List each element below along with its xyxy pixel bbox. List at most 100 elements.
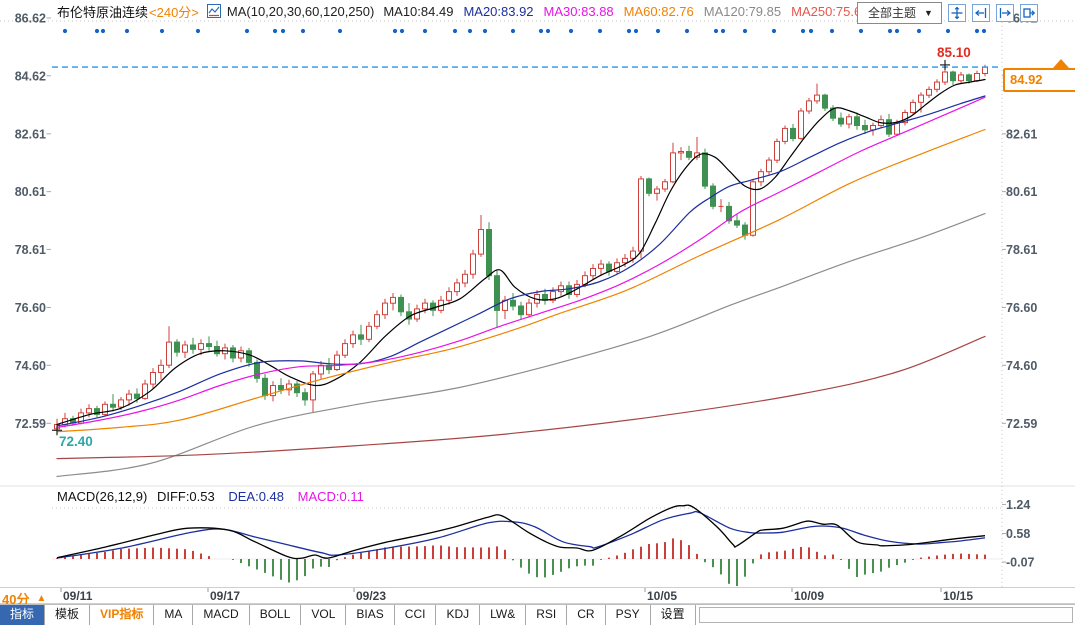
high-price-label: 85.10 xyxy=(937,45,971,60)
candle-body xyxy=(814,94,820,102)
candle-body xyxy=(974,73,980,82)
candle-body xyxy=(294,383,300,394)
candle-body xyxy=(854,116,860,127)
candle-body xyxy=(806,100,812,112)
candle-body xyxy=(366,325,372,340)
ma-value: MA120:79.85 xyxy=(703,3,782,19)
session-dot xyxy=(422,28,428,34)
period-up-icon: ▲ xyxy=(36,593,47,604)
tab-LW&[interactable]: LW& xyxy=(480,605,527,625)
candle-body xyxy=(838,117,844,125)
ma-value: MA250:75.6 xyxy=(791,3,862,19)
y-axis-label: 80.61 xyxy=(1006,185,1037,199)
kline-type-icon[interactable] xyxy=(206,4,221,18)
session-dot xyxy=(808,28,814,34)
up-triangle-icon xyxy=(1053,59,1069,68)
candle-body xyxy=(750,181,756,236)
ma-values-list: MA10:84.49 MA20:83.92 MA30:83.88 MA60:82.76… xyxy=(383,4,871,19)
toolbar-tabs: 指标 模板 VIP指标 MA MACD BOLL VOL BIAS CCI KDJ LW& RSI CR… xyxy=(0,605,696,625)
ma-line-MA20 xyxy=(56,95,986,427)
candle-body xyxy=(846,116,852,125)
header-bar: 布伦特原油连续 <240分> MA(10,20,30,60,120,250) M… xyxy=(57,2,871,20)
candle-body xyxy=(950,71,956,82)
candle-body xyxy=(550,291,556,301)
tab-CCI[interactable]: CCI xyxy=(395,605,437,625)
tab-指标[interactable]: 指标 xyxy=(0,605,46,625)
tab-MACD[interactable]: MACD xyxy=(193,605,250,625)
session-dot xyxy=(195,28,201,34)
dea-line xyxy=(56,510,986,559)
candle-body xyxy=(214,346,220,355)
candle-body xyxy=(782,127,788,142)
x-axis-label: 09/17 xyxy=(210,589,240,603)
chevron-down-icon: ▼ xyxy=(924,7,933,18)
shift-right-icon[interactable] xyxy=(1019,4,1038,22)
tab-设置[interactable]: 设置 xyxy=(651,605,696,625)
pan-crosshair-icon[interactable] xyxy=(947,4,966,22)
candle-body xyxy=(310,373,316,401)
theme-selector-label: 全部主题 xyxy=(868,6,917,20)
compress-left-icon[interactable] xyxy=(971,4,990,22)
dea-value: DEA:0.48 xyxy=(228,489,285,504)
candle-body xyxy=(942,71,948,83)
tab-VOL[interactable]: VOL xyxy=(301,605,347,625)
tab-BOLL[interactable]: BOLL xyxy=(250,605,302,625)
tab-VIP指标[interactable]: VIP指标 xyxy=(90,605,155,625)
y-axis-label: 82.61 xyxy=(1006,127,1037,141)
session-dot xyxy=(858,28,864,34)
session-dot xyxy=(887,28,893,34)
candle-body xyxy=(630,250,636,259)
theme-selector[interactable]: 全部主题 ▼ xyxy=(857,2,942,24)
y-axis-label: 72.59 xyxy=(1006,417,1037,431)
ma-value: MA60:82.76 xyxy=(623,3,694,19)
session-dot xyxy=(280,28,286,34)
candle-body xyxy=(678,151,684,154)
candle-body xyxy=(734,220,740,226)
candle-body xyxy=(654,188,660,194)
indicator-toolbar: 指标 模板 VIP指标 MA MACD BOLL VOL BIAS CCI KDJ LW& RSI CR… xyxy=(0,604,1075,625)
tab-模板[interactable]: 模板 xyxy=(45,605,91,625)
session-dot xyxy=(337,28,343,34)
session-dot xyxy=(945,28,951,34)
ma-line-MA30 xyxy=(56,96,986,428)
period-label[interactable]: 40分 ▲ xyxy=(2,589,46,608)
ma-value: MA10:84.49 xyxy=(383,3,454,19)
tab-BIAS[interactable]: BIAS xyxy=(346,605,395,625)
candle-body xyxy=(822,94,828,109)
session-dot xyxy=(399,28,405,34)
tab-MA[interactable]: MA xyxy=(154,605,194,625)
candle-body xyxy=(494,275,500,311)
macd-params-label: MACD(26,12,9) xyxy=(57,489,148,504)
macd-axis-label: -0.07 xyxy=(1006,556,1035,570)
candle-body xyxy=(646,178,652,194)
candle-body xyxy=(86,408,92,414)
candle-body xyxy=(190,344,196,350)
tab-KDJ[interactable]: KDJ xyxy=(436,605,481,625)
topbar-controls: 全部主题 ▼ xyxy=(857,2,1038,24)
macd-axis-label: 1.24 xyxy=(1006,498,1030,512)
candle-body xyxy=(926,88,932,96)
candle-body xyxy=(774,140,780,161)
session-dot xyxy=(482,28,488,34)
candle-body xyxy=(670,152,676,183)
candle-body xyxy=(470,253,476,275)
session-dot xyxy=(452,28,458,34)
chart-title: 布伦特原油连续 xyxy=(57,4,149,20)
candle-body xyxy=(686,151,692,158)
candle-body xyxy=(566,285,572,295)
macd-axis-label: 0.58 xyxy=(1006,527,1030,541)
tab-CR[interactable]: CR xyxy=(567,605,606,625)
x-axis-label: 10/05 xyxy=(647,589,677,603)
tab-PSY[interactable]: PSY xyxy=(606,605,651,625)
tab-RSI[interactable]: RSI xyxy=(526,605,568,625)
y-axis-label: 76.60 xyxy=(15,301,46,315)
ma-value: MA20:83.92 xyxy=(463,3,534,19)
compress-right-icon[interactable] xyxy=(995,4,1014,22)
candle-body xyxy=(518,305,524,316)
x-axis-label: 09/11 xyxy=(63,589,93,603)
session-dot xyxy=(300,28,306,34)
x-axis-label: 10/09 xyxy=(794,589,824,603)
ma-line-MA60 xyxy=(56,128,986,433)
